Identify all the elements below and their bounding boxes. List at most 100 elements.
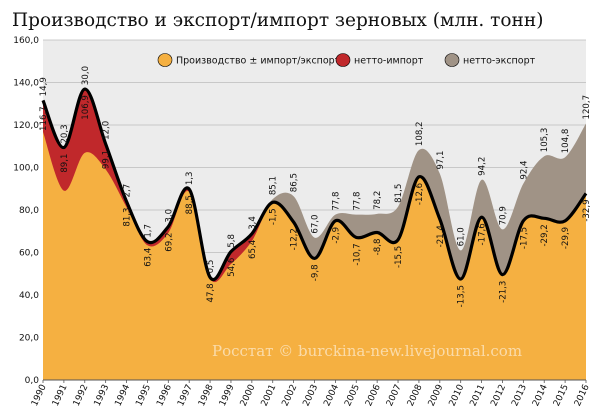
x-tick-label: 2013 (510, 383, 529, 408)
x-tick-label: 1996 (155, 383, 174, 408)
y-tick-label: 0,0 (25, 376, 40, 386)
legend-swatch (157, 53, 173, 67)
data-label-bottom: -29,2 (540, 224, 550, 246)
x-tick-label: 2006 (364, 383, 383, 408)
y-tick-label: 80,0 (19, 206, 39, 216)
chart-title: Производство и экспорт/импорт зерновых (… (12, 10, 543, 31)
data-label-top: 20,3 (60, 124, 70, 143)
x-tick-label: 1999 (218, 383, 237, 408)
x-tick-label: 1994 (114, 383, 133, 408)
x-tick-label: 2009 (427, 383, 446, 408)
watermark: Росстат © burckina-new.livejournal.com (212, 342, 522, 360)
data-label-bottom: -32,9 (582, 199, 592, 221)
data-label-bottom: 99,1 (102, 150, 112, 169)
data-label-bottom: -29,9 (561, 227, 571, 249)
data-label-bottom: 89,1 (60, 154, 70, 173)
x-tick-label: 1991 (51, 383, 70, 408)
data-labels: 14,9 20,3 30,0 12,0 2,7 1,7 3,0 1,3 0,5 5,8 3,4 85,… (39, 66, 592, 307)
data-label-top: 30,0 (81, 66, 91, 85)
x-tick-label: 1990 (30, 383, 49, 408)
data-label-bottom: 69,2 (164, 233, 174, 252)
data-label-top: 5,8 (227, 234, 237, 248)
y-tick-label: 60,0 (19, 249, 39, 259)
data-label-bottom: -15,5 (394, 246, 404, 268)
data-label-top: 92,4 (519, 161, 529, 180)
data-label-bottom: -1,5 (269, 208, 279, 225)
data-label-top: 1,3 (185, 172, 195, 186)
data-label-bottom: -13,5 (457, 285, 467, 307)
data-label-top: 78,2 (373, 191, 383, 210)
data-label-top: 97,1 (436, 151, 446, 170)
data-label-bottom: 116,7 (39, 106, 49, 131)
x-tick-label: 2015 (552, 383, 571, 408)
data-label-bottom: -8,8 (373, 239, 383, 256)
data-label-top: 94,2 (478, 157, 488, 176)
data-label-top: 104,8 (561, 129, 571, 154)
legend-label: нетто-импорт (354, 56, 424, 67)
data-label-top: 105,3 (540, 128, 550, 153)
x-axis: 1990 1991 1992 1993 1994 1995 1996 1997 1998 1999… (30, 379, 592, 408)
x-tick-label: 2012 (489, 383, 508, 408)
x-tick-label: 2000 (239, 383, 258, 408)
data-label-top: 85,1 (269, 176, 279, 195)
series-line (41, 87, 588, 282)
data-label-bottom: 47,8 (206, 283, 216, 302)
x-tick-label: 1992 (72, 383, 91, 408)
data-label-top: 61,0 (457, 227, 467, 246)
x-tick-label: 1993 (93, 383, 112, 408)
data-label-top: 12,0 (102, 121, 112, 140)
production-area (43, 132, 586, 380)
data-label-bottom: 81,3 (123, 208, 133, 227)
data-label-bottom: 63,4 (143, 248, 153, 267)
data-label-top: 81,5 (394, 184, 404, 203)
legend-swatch (335, 53, 351, 67)
data-label-top: 67,0 (311, 214, 321, 233)
data-label-top: 77,8 (352, 192, 362, 211)
x-tick-label: 2010 (448, 383, 467, 408)
data-label-top: 77,8 (331, 192, 341, 211)
x-tick-label: 1995 (134, 383, 153, 408)
data-label-top: 70,9 (498, 206, 508, 225)
data-label-top: 3,0 (164, 209, 174, 223)
x-tick-label: 2011 (469, 383, 488, 408)
x-tick-label: 1998 (197, 383, 216, 408)
data-label-bottom: -9,8 (311, 264, 321, 281)
x-tick-label: 1997 (176, 383, 195, 408)
data-label-bottom: -10,7 (352, 243, 362, 265)
data-label-top: 3,4 (248, 216, 258, 230)
legend: Производство ± импорт/экспорт нетто-импор… (157, 53, 536, 67)
data-label-bottom: -21,4 (436, 225, 446, 247)
area-layers (43, 89, 586, 380)
x-tick-label: 2004 (322, 383, 341, 408)
y-tick-label: 100,0 (13, 164, 39, 174)
data-label-bottom: 65,4 (248, 240, 258, 259)
x-tick-label: 2008 (406, 383, 425, 408)
y-tick-label: 160,0 (13, 36, 39, 46)
x-tick-label: 2002 (281, 383, 300, 408)
data-label-bottom: 88,5 (185, 195, 195, 214)
x-tick-label: 2001 (260, 383, 279, 408)
total-line (41, 87, 588, 282)
x-tick-label: 2005 (343, 383, 362, 408)
y-axis: 0,0 20,0 40,0 60,0 80,0 100,0 120,0 140,0 160,0 (13, 36, 39, 386)
data-label-bottom: -21,3 (498, 281, 508, 303)
legend-label: нетто-экспорт (463, 56, 536, 67)
data-label-top: 1,7 (143, 224, 153, 238)
data-label-top: 14,9 (39, 77, 49, 96)
y-tick-label: 20,0 (19, 334, 39, 344)
y-tick-label: 140,0 (13, 79, 39, 89)
legend-swatch (444, 53, 460, 67)
data-label-top: 120,7 (582, 95, 592, 120)
data-label-top: 86,5 (290, 173, 300, 192)
legend-label: Производство ± импорт/экспорт (176, 56, 341, 67)
data-label-top: 108,2 (415, 121, 425, 146)
data-label-bottom: 106,9 (81, 95, 91, 120)
data-label-bottom: -2,9 (331, 227, 341, 244)
data-label-bottom: -17,6 (478, 223, 488, 245)
data-label-top: 2,7 (123, 184, 133, 198)
data-label-bottom: -12,6 (415, 183, 425, 205)
data-label-top: 0,5 (206, 260, 216, 274)
x-tick-label: 2014 (531, 383, 550, 408)
data-label-bottom: 54,6 (227, 258, 237, 277)
